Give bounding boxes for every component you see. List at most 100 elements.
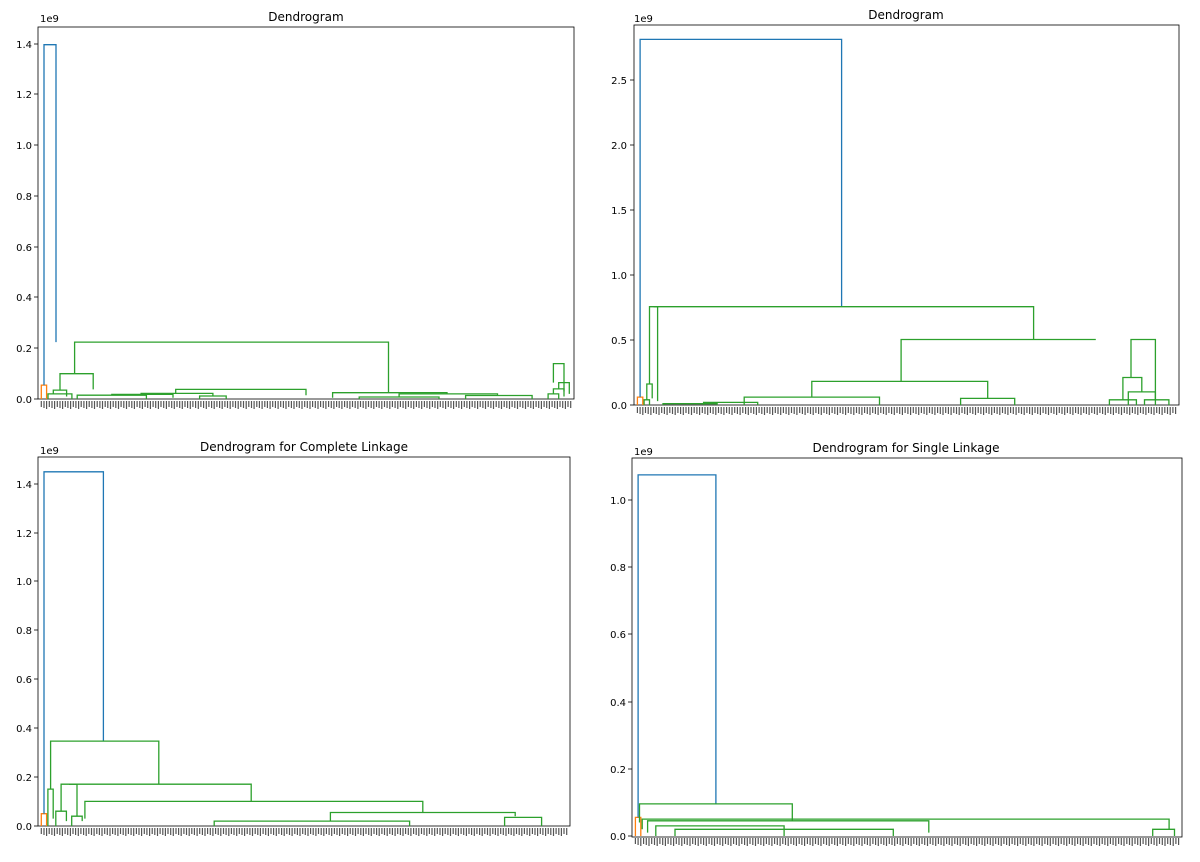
dendrogram-link bbox=[1130, 338, 1157, 400]
leaf-tick-label bbox=[1120, 407, 1123, 415]
leaf-tick-label bbox=[931, 407, 933, 414]
leaf-tick-label bbox=[818, 407, 820, 414]
leaf-tick-label bbox=[232, 401, 234, 407]
leaf-tick-label bbox=[796, 407, 798, 415]
leaf-tick-label bbox=[402, 828, 404, 836]
dendrogram-link bbox=[69, 783, 252, 802]
leaf-tick-label bbox=[354, 401, 356, 408]
leaf-tick-label bbox=[53, 828, 56, 836]
leaf-tick-label bbox=[869, 407, 871, 415]
leaf-tick-label bbox=[752, 838, 754, 845]
leaf-tick-label bbox=[1158, 407, 1160, 414]
leaf-tick-label bbox=[1090, 838, 1092, 846]
leaf-tick-label bbox=[149, 401, 151, 409]
leaf-tick-label bbox=[872, 838, 874, 844]
leaf-tick-label bbox=[266, 401, 268, 408]
leaf-tick-label bbox=[664, 838, 666, 846]
leaf-tick-label bbox=[540, 401, 542, 409]
leaf-tick-label bbox=[801, 838, 803, 845]
dendrogram-link bbox=[1143, 399, 1170, 405]
leaf-tick-label bbox=[1017, 838, 1019, 846]
leaf-tick-label bbox=[104, 401, 106, 407]
leaf-tick-label bbox=[339, 828, 341, 836]
leaf-tick-label bbox=[907, 838, 909, 845]
leaf-tick-label bbox=[864, 838, 866, 844]
dendrogram-link bbox=[40, 813, 48, 826]
leaf-tick-label bbox=[75, 401, 77, 408]
leaf-tick-label bbox=[320, 401, 322, 407]
leaf-tick-label bbox=[1150, 838, 1152, 844]
leaf-tick-label bbox=[1066, 838, 1068, 846]
leaf-tick-label bbox=[222, 828, 225, 834]
leaf-tick-label bbox=[697, 838, 699, 846]
leaf-tick-label bbox=[547, 828, 549, 834]
dendrogram-link bbox=[40, 384, 48, 399]
leaf-tick-label bbox=[293, 401, 295, 409]
leaf-tick-label bbox=[157, 401, 159, 409]
leaf-tick-label bbox=[381, 828, 383, 834]
leaf-tick-label bbox=[1167, 838, 1169, 844]
leaf-tick-label bbox=[790, 407, 793, 413]
leaf-tick-label bbox=[1015, 407, 1017, 415]
leaf-tick-label bbox=[560, 828, 562, 836]
leaf-tick-label bbox=[1126, 407, 1128, 414]
dendrogram-link bbox=[198, 395, 227, 399]
leaf-tick-label bbox=[40, 401, 42, 407]
leaf-tick-label bbox=[1123, 407, 1125, 413]
leaf-tick-label bbox=[415, 401, 417, 407]
leaf-tick-label bbox=[788, 407, 790, 415]
leaf-tick-label bbox=[1047, 838, 1049, 845]
leaf-tick-label bbox=[93, 401, 96, 409]
leaf-tick-label bbox=[212, 828, 214, 836]
y-tick-label: 1.0 bbox=[16, 141, 32, 152]
leaf-tick-label bbox=[950, 407, 952, 415]
leaf-tick-label bbox=[855, 838, 858, 844]
leaf-tick-label bbox=[389, 401, 391, 409]
leaf-tick-label bbox=[746, 838, 748, 846]
y-tick-label: 0.6 bbox=[16, 243, 32, 254]
leaf-tick-label bbox=[43, 828, 45, 835]
leaf-tick-label bbox=[705, 838, 707, 846]
leaf-tick-label bbox=[995, 838, 997, 844]
leaf-tick-label bbox=[929, 838, 931, 844]
leaf-tick-label bbox=[229, 401, 231, 409]
leaf-tick-label bbox=[820, 838, 822, 846]
leaf-tick-label bbox=[795, 838, 797, 846]
leaf-tick-label bbox=[1175, 838, 1177, 844]
leaf-tick-label bbox=[131, 401, 133, 408]
leaf-tick-label bbox=[1169, 407, 1171, 415]
leaf-tick-label bbox=[735, 838, 737, 845]
leaf-tick-label bbox=[700, 838, 702, 844]
leaf-tick-label bbox=[133, 401, 135, 409]
leaf-labels bbox=[40, 401, 572, 409]
leaf-tick-label bbox=[962, 838, 964, 844]
leaf-tick-label bbox=[391, 828, 393, 835]
leaf-tick-label bbox=[847, 838, 849, 844]
leaf-tick-label bbox=[328, 401, 330, 407]
leaf-tick-label bbox=[823, 838, 825, 844]
y-tick-label: 0.5 bbox=[611, 336, 627, 347]
leaf-tick-label bbox=[814, 838, 817, 844]
leaf-tick-label bbox=[165, 401, 167, 409]
leaf-tick-label bbox=[514, 401, 516, 408]
leaf-tick-label bbox=[551, 401, 553, 407]
leaf-tick-label bbox=[213, 401, 215, 409]
leaf-tick-label bbox=[550, 828, 552, 835]
leaf-tick-label bbox=[1102, 407, 1104, 414]
dendrogram-link bbox=[59, 373, 94, 391]
leaf-tick-label bbox=[302, 828, 304, 834]
leaf-tick-label bbox=[56, 401, 58, 407]
leaf-tick-label bbox=[983, 407, 985, 415]
leaf-tick-label bbox=[154, 828, 156, 835]
leaf-tick-label bbox=[1126, 838, 1128, 844]
y-tick-labels: 0.0 0.2 0.4 0.6 0.8 1.0 1.2 1.4 bbox=[16, 480, 32, 833]
leaf-tick-label bbox=[1018, 407, 1020, 413]
leaf-tick-label bbox=[502, 828, 504, 835]
leaf-tick-label bbox=[338, 401, 340, 408]
leaf-tick-label bbox=[899, 838, 901, 845]
leaf-tick-label bbox=[80, 401, 82, 407]
dendrogram-link bbox=[175, 388, 307, 396]
leaf-tick-label bbox=[1072, 407, 1074, 415]
leaf-tick-label bbox=[344, 401, 346, 407]
dendrogram-link bbox=[331, 392, 448, 398]
